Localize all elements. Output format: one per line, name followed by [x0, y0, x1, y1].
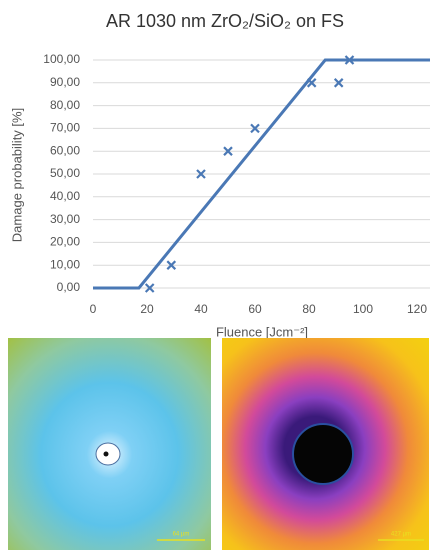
image-left: 64 µm — [8, 338, 211, 550]
x-tick-label: 0 — [90, 302, 97, 316]
data-point — [144, 283, 155, 293]
y-tick-label: 60,00 — [50, 143, 80, 157]
x-tick-label: 120 — [407, 302, 427, 316]
chart-title: AR 1030 nm ZrO₂/SiO₂ on FS — [106, 11, 344, 31]
x-tick-label: 60 — [248, 302, 262, 316]
y-tick-label: 90,00 — [50, 75, 80, 89]
y-tick-label: 0,00 — [57, 280, 81, 294]
y-tick-label: 40,00 — [50, 189, 80, 203]
data-point — [306, 78, 317, 88]
data-point — [333, 78, 344, 88]
data-point — [344, 55, 355, 65]
y-axis-label: Damage probability [%] — [9, 108, 24, 242]
scale-label: 64 µm — [173, 532, 190, 538]
x-axis-label: Fluence [Jcm⁻²] — [216, 324, 308, 339]
y-tick-label: 50,00 — [50, 166, 80, 180]
data-point — [223, 146, 233, 156]
fit-line — [93, 58, 430, 290]
y-tick-label: 20,00 — [50, 235, 80, 249]
y-tick-label: 100,00 — [43, 52, 80, 66]
image-right: 427 µm — [222, 338, 429, 550]
x-tick-label: 100 — [353, 302, 373, 316]
scale-label: 427 µm — [391, 532, 411, 538]
data-point — [166, 260, 177, 270]
y-tick-label: 30,00 — [50, 212, 80, 226]
y-tick-label: 70,00 — [50, 121, 80, 135]
y-tick-label: 10,00 — [50, 257, 80, 271]
y-tick-label: 80,00 — [50, 98, 80, 112]
x-tick-label: 40 — [194, 302, 208, 316]
data-point — [250, 123, 260, 134]
data-point — [196, 169, 206, 179]
x-tick-label: 80 — [302, 302, 316, 316]
x-tick-label: 20 — [140, 302, 154, 316]
